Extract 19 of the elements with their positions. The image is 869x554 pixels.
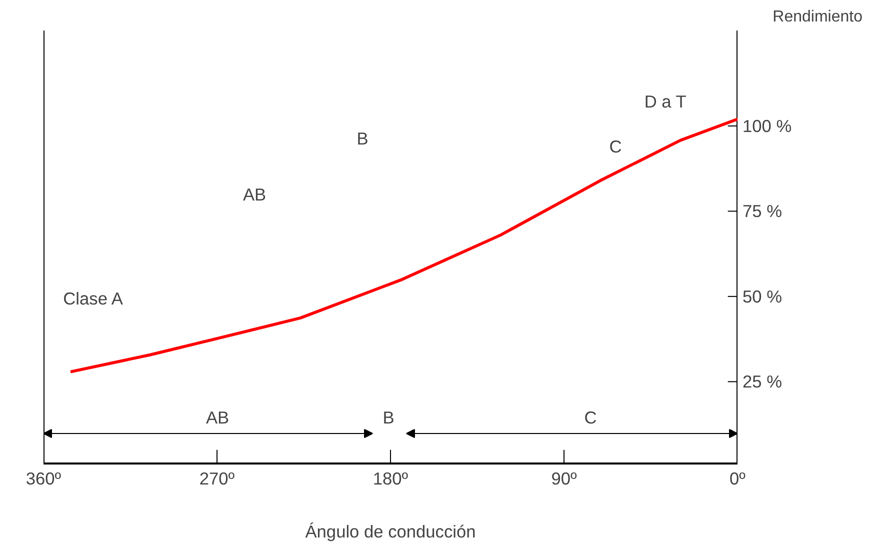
x-tick-label: 0º — [730, 468, 746, 488]
annotation: AB — [206, 408, 230, 428]
annotation: AB — [242, 184, 266, 204]
y-tick-label: 100 % — [742, 116, 792, 136]
annotation: Clase A — [63, 288, 124, 308]
x-axis-title: Ángulo de conducción — [305, 522, 476, 542]
annotation: B — [382, 408, 394, 428]
x-tick-label: 270º — [199, 468, 236, 488]
y-tick-label: 75 % — [742, 201, 782, 222]
y-tick-label: 25 % — [742, 372, 782, 392]
annotation: C — [584, 408, 597, 428]
x-tick-label: 180º — [372, 468, 409, 488]
annotation: B — [356, 128, 368, 148]
y-axis-title: Rendimiento — [772, 8, 863, 26]
x-tick-label: 360º — [26, 468, 62, 488]
annotation: C — [609, 136, 622, 156]
y-tick-label: 50 % — [742, 286, 782, 306]
annotation: D a T — [644, 92, 687, 112]
x-tick-label: 90º — [551, 468, 578, 488]
